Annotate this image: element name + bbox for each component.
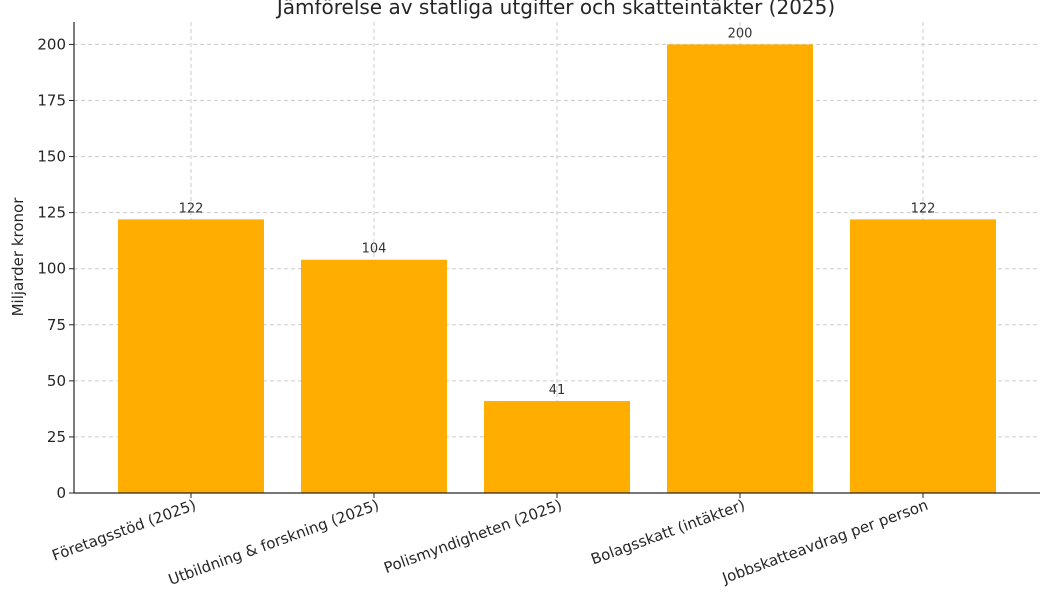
bar-data-label: 122 <box>911 201 936 216</box>
x-tick-label: Polismyndigheten (2025) <box>382 496 565 577</box>
bar-data-label: 41 <box>549 383 566 398</box>
y-tick-label: 50 <box>47 372 66 390</box>
x-tick-label: Företagsstöd (2025) <box>50 496 199 565</box>
y-tick-label: 25 <box>47 428 66 446</box>
y-tick-label: 0 <box>56 484 66 502</box>
y-tick-label: 125 <box>37 204 66 222</box>
x-tick-label: Jobbskatteavdrag per person <box>719 496 930 588</box>
y-tick-label: 150 <box>37 148 66 166</box>
bar <box>667 44 813 494</box>
y-axis-label: Miljarder kronor <box>9 197 27 317</box>
bar-data-label: 122 <box>179 201 204 216</box>
x-tick-label: Utbildning & forskning (2025) <box>166 496 381 589</box>
bar <box>484 401 630 493</box>
y-tick-label: 75 <box>47 316 66 334</box>
bar <box>118 219 264 493</box>
y-tick-label: 200 <box>37 35 66 53</box>
bar-data-label: 200 <box>728 26 753 41</box>
y-tick-label: 100 <box>37 260 66 278</box>
x-axis-ticks: Företagsstöd (2025)Utbildning & forsknin… <box>50 493 930 589</box>
chart-title: Jämförelse av statliga utgifter och skat… <box>275 0 835 19</box>
bar-data-label: 104 <box>362 242 387 257</box>
bar <box>850 219 996 493</box>
data-labels: 122 104 41 200 122 <box>179 26 936 398</box>
x-tick-label: Bolagsskatt (intäkter) <box>588 496 747 569</box>
y-tick-label: 175 <box>37 92 66 110</box>
bar <box>301 259 447 493</box>
bars <box>118 44 996 494</box>
y-axis-ticks: 0 25 50 75 100 125 150 175 200 <box>37 35 74 502</box>
